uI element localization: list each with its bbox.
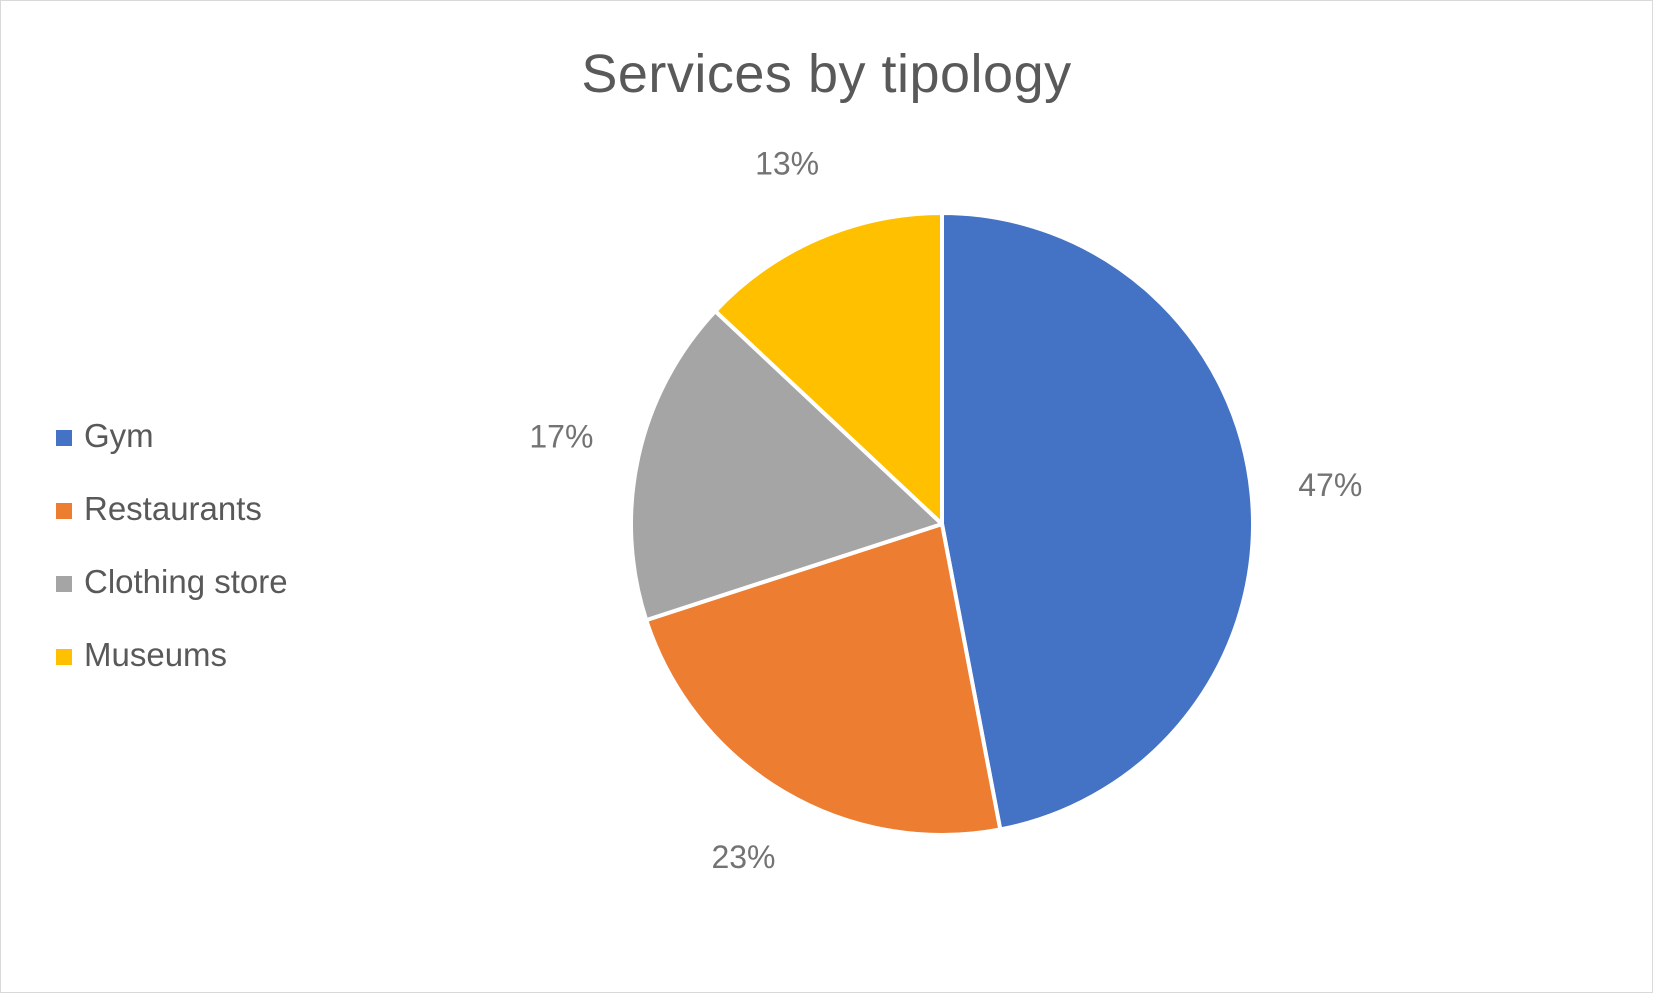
pie-slices [629,211,1255,837]
data-label-gym: 47% [1298,467,1362,503]
pie-slice-gym [940,211,1255,832]
legend-label-restaurants: Restaurants [84,490,262,527]
pie-data-labels: 47% 23% 17% 13% [529,146,1362,876]
data-label-restaurants: 23% [711,839,775,875]
pie-slice-restaurants [644,522,1003,837]
pie-slice-museums [713,211,944,526]
legend-swatch-museums [56,649,72,665]
legend-swatch-clothing-store [56,576,72,592]
legend-label-museums: Museums [84,636,228,673]
legend-label-clothing-store: Clothing store [84,563,288,600]
legend-swatch-restaurants [56,503,72,519]
legend-label-gym: Gym [84,417,154,454]
legend-swatch-gym [56,430,72,446]
pie-slice-clothing-store [629,309,944,623]
data-label-clothing-store: 17% [529,418,593,454]
chart-title: Services by tipology [581,44,1072,104]
data-label-museums: 13% [755,146,819,182]
